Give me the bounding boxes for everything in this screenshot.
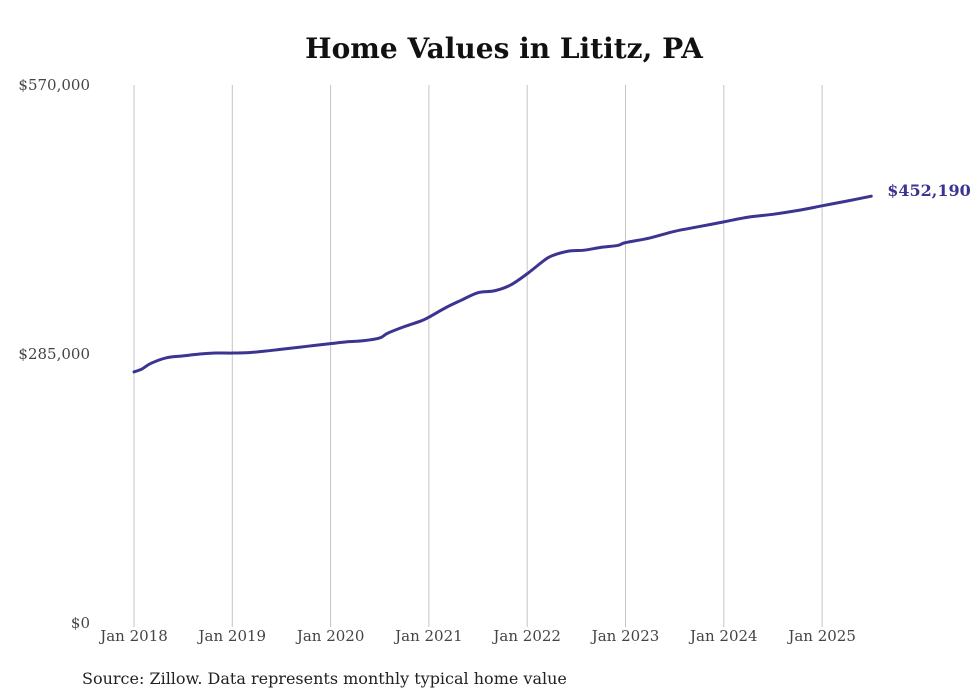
x-tick-label: Jan 2025 (786, 627, 856, 645)
end-value-label: $452,190 (887, 181, 971, 200)
x-tick-label: Jan 2021 (393, 627, 463, 645)
chart-title: Home Values in Lititz, PA (305, 32, 704, 65)
x-axis-ticks: Jan 2018 Jan 2019 Jan 2020 Jan 2021 Jan 2022… (98, 627, 856, 645)
x-tick-label: Jan 2020 (295, 627, 365, 645)
x-tick-label: Jan 2022 (491, 627, 561, 645)
source-note: Source: Zillow. Data represents monthly … (82, 669, 567, 688)
y-tick-label: $285,000 (18, 345, 90, 363)
y-tick-label: $0 (71, 614, 90, 632)
vertical-gridlines (133, 85, 823, 627)
x-tick-label: Jan 2019 (197, 627, 267, 645)
x-tick-label: Jan 2018 (98, 627, 168, 645)
y-axis-ticks: $0 $285,000 $570,000 (18, 76, 90, 632)
series-group: $452,190 (132, 181, 971, 374)
x-tick-label: Jan 2023 (590, 627, 660, 645)
y-tick-label: $570,000 (18, 76, 90, 94)
x-tick-label: Jan 2024 (688, 627, 758, 645)
series-line-0 (132, 194, 873, 374)
